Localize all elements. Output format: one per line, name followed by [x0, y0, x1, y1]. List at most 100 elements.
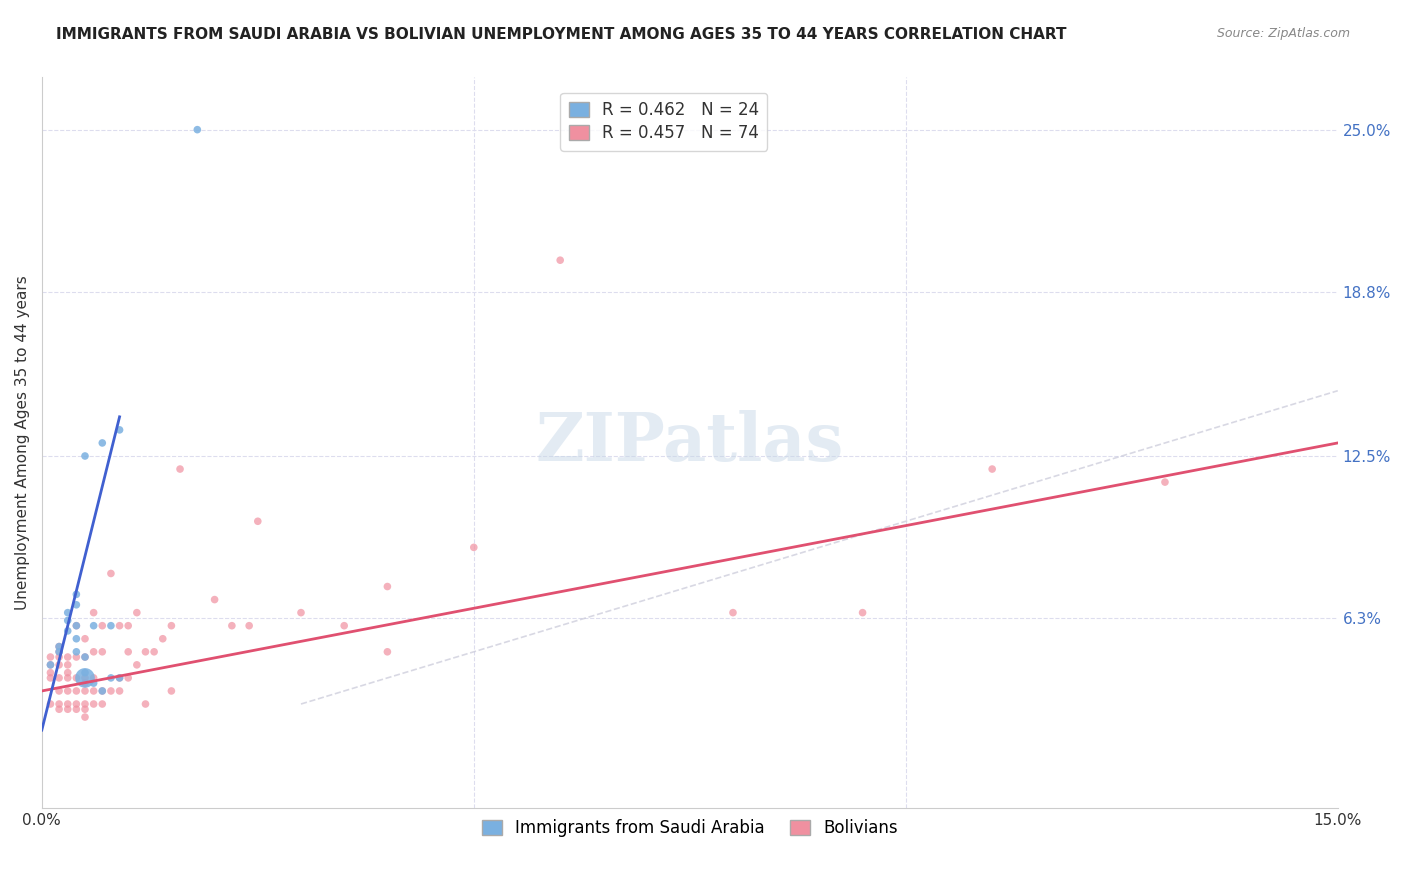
Point [65, 587, 87, 601]
Point [377, 645, 399, 659]
Point [108, 423, 131, 437]
Point [73, 665, 96, 680]
Point [56, 606, 79, 620]
Point [56, 702, 79, 716]
Point [73, 650, 96, 665]
Text: IMMIGRANTS FROM SAUDI ARABIA VS BOLIVIAN UNEMPLOYMENT AMONG AGES 35 TO 44 YEARS : IMMIGRANTS FROM SAUDI ARABIA VS BOLIVIAN… [56, 27, 1067, 42]
Point [238, 618, 260, 632]
Point [108, 671, 131, 685]
Point [169, 462, 191, 476]
Point [91, 684, 114, 698]
Point [125, 606, 148, 620]
Point [91, 436, 114, 450]
Point [56, 665, 79, 680]
Point [290, 606, 312, 620]
Point [134, 645, 156, 659]
Point [65, 697, 87, 711]
Point [39, 650, 62, 665]
Point [548, 253, 571, 268]
Point [108, 684, 131, 698]
Point [83, 676, 105, 690]
Point [91, 645, 114, 659]
Point [221, 618, 243, 632]
Point [83, 684, 105, 698]
Point [1154, 475, 1177, 489]
Point [65, 702, 87, 716]
Point [143, 645, 166, 659]
Point [91, 618, 114, 632]
Point [108, 618, 131, 632]
Point [117, 671, 139, 685]
Point [48, 702, 70, 716]
Point [48, 645, 70, 659]
Point [73, 676, 96, 690]
Text: ZIPatlas: ZIPatlas [536, 410, 844, 475]
Point [65, 618, 87, 632]
Point [160, 618, 183, 632]
Point [851, 606, 873, 620]
Point [56, 697, 79, 711]
Point [100, 566, 122, 581]
Point [48, 640, 70, 654]
Point [463, 541, 485, 555]
Point [108, 671, 131, 685]
Point [39, 671, 62, 685]
Point [48, 650, 70, 665]
Point [73, 650, 96, 665]
Point [73, 671, 96, 685]
Point [125, 657, 148, 672]
Point [73, 710, 96, 724]
Point [100, 618, 122, 632]
Point [981, 462, 1004, 476]
Point [56, 614, 79, 628]
Point [39, 665, 62, 680]
Legend: Immigrants from Saudi Arabia, Bolivians: Immigrants from Saudi Arabia, Bolivians [475, 813, 904, 844]
Point [73, 697, 96, 711]
Point [91, 697, 114, 711]
Point [56, 657, 79, 672]
Point [83, 671, 105, 685]
Point [56, 650, 79, 665]
Point [91, 684, 114, 698]
Point [333, 618, 356, 632]
Point [117, 645, 139, 659]
Point [73, 671, 96, 685]
Point [100, 684, 122, 698]
Point [65, 684, 87, 698]
Point [73, 702, 96, 716]
Point [377, 580, 399, 594]
Text: Source: ZipAtlas.com: Source: ZipAtlas.com [1216, 27, 1350, 40]
Point [65, 598, 87, 612]
Point [56, 671, 79, 685]
Point [83, 606, 105, 620]
Point [204, 592, 226, 607]
Point [186, 122, 208, 136]
Point [100, 671, 122, 685]
Point [48, 671, 70, 685]
Point [48, 684, 70, 698]
Point [39, 657, 62, 672]
Y-axis label: Unemployment Among Ages 35 to 44 years: Unemployment Among Ages 35 to 44 years [15, 276, 30, 610]
Point [48, 657, 70, 672]
Point [83, 645, 105, 659]
Point [721, 606, 744, 620]
Point [39, 697, 62, 711]
Point [39, 657, 62, 672]
Point [83, 697, 105, 711]
Point [48, 697, 70, 711]
Point [65, 618, 87, 632]
Point [65, 671, 87, 685]
Point [65, 645, 87, 659]
Point [246, 514, 269, 528]
Point [152, 632, 174, 646]
Point [83, 618, 105, 632]
Point [48, 645, 70, 659]
Point [56, 624, 79, 638]
Point [160, 684, 183, 698]
Point [65, 632, 87, 646]
Point [73, 632, 96, 646]
Point [48, 640, 70, 654]
Point [65, 650, 87, 665]
Point [134, 697, 156, 711]
Point [73, 684, 96, 698]
